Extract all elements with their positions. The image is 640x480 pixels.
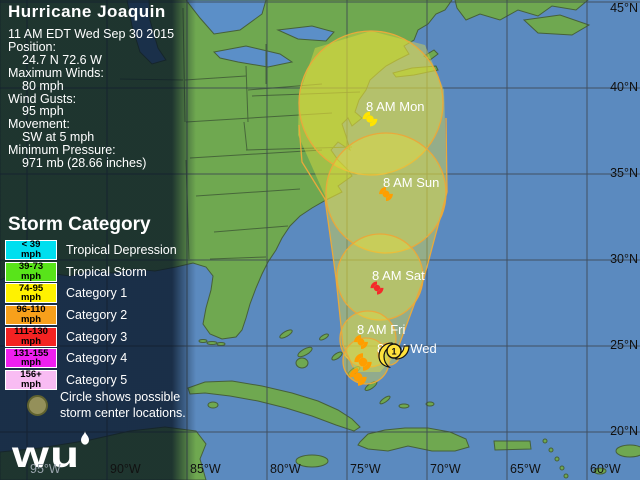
lake-ontario: [276, 25, 335, 42]
current-badge-number: 1: [391, 347, 396, 357]
legend-row: 39-73 mph Tropical Storm: [5, 262, 177, 282]
legend-row: 74-95 mph Category 1: [5, 282, 177, 304]
swatch-tropical-depression: < 39 mph: [5, 240, 57, 260]
weather-underground-logo: wu: [12, 431, 89, 473]
swatch-range: 96-110: [16, 304, 46, 316]
legend-note-line1: Circle shows possible: [60, 390, 181, 404]
swatch-unit: mph: [20, 314, 42, 326]
position-value: 24.7 N 72.6 W: [22, 52, 102, 67]
legend-label: Category 1: [66, 286, 128, 301]
label-8am-mon: 8 AM Mon: [366, 99, 425, 114]
legend-row: 111-130 mph Category 3: [5, 327, 177, 347]
hispaniola: [357, 427, 470, 452]
lesser-antilles: [542, 438, 640, 479]
legend-row: < 39 mph Tropical Depression: [5, 240, 177, 260]
lat-label-35n: 35°N: [610, 166, 638, 180]
lon-label-80w: 80°W: [270, 462, 301, 476]
legend-row: 96-110 mph Category 2: [5, 304, 177, 326]
legend-title: Storm Category: [8, 214, 151, 235]
nova-scotia: [522, 14, 591, 36]
label-8am-sat: 8 AM Sat: [372, 268, 425, 283]
current-badge-circle: [386, 343, 402, 359]
movement-value: SW at 5 mph: [22, 130, 95, 145]
lon-label-95w: 95°W: [30, 462, 61, 476]
storm-title: Hurricane Joaquin: [8, 2, 166, 21]
logo-text: wu: [12, 434, 81, 475]
swatch-unit: mph: [20, 357, 42, 369]
cone-circle-mon: [298, 30, 444, 176]
legend-label: Category 5: [66, 373, 128, 388]
swatch-tropical-storm: 39-73 mph: [5, 262, 57, 282]
cone-edge-right: [394, 117, 448, 357]
jamaica: [295, 454, 329, 468]
swatch-range: < 39: [21, 239, 41, 251]
min-pressure-value: 971 mb (28.66 inches): [22, 156, 147, 171]
puerto-rico: [493, 440, 532, 451]
lon-label-60w: 60°W: [590, 462, 621, 476]
legend-note-line2: storm center locations.: [60, 406, 186, 420]
lake-erie: [212, 45, 294, 68]
storm-info-panel: Hurricane Joaquin 11 AM EDT Wed Sep 30 2…: [8, 2, 190, 170]
cuba: [187, 380, 361, 432]
swatch-range: 39-73: [18, 260, 44, 272]
legend-row: 156+ mph Category 5: [5, 369, 177, 391]
isle-of-youth: [207, 401, 219, 409]
advisory-datetime: 11 AM EDT Wed Sep 30 2015: [8, 27, 175, 41]
lat-label-45n: 45°N: [610, 1, 638, 15]
cone-body: [298, 31, 447, 372]
lat-label-25n: 25°N: [610, 338, 638, 352]
legend-label: Category 4: [66, 351, 128, 366]
lon-label-75w: 75°W: [350, 462, 381, 476]
current-position-marker: 1: [378, 342, 410, 368]
storm-category-legend: < 39 mph Tropical Depression 39-73 mph Tro…: [5, 240, 177, 392]
lat-label-20n: 20°N: [610, 424, 638, 438]
new-brunswick: [454, 0, 589, 21]
swatch-category-3: 111-130 mph: [5, 327, 57, 347]
label-8am-sun: 8 AM Sun: [383, 175, 439, 190]
cone-edge-left: [298, 124, 354, 368]
legend-label: Category 2: [66, 308, 128, 323]
possible-location-circle-icon: [27, 394, 48, 416]
wind-gusts-label: Wind Gusts:: [8, 91, 77, 106]
legend-row: 131-155 mph Category 4: [5, 347, 177, 369]
swatch-category-1: 74-95 mph: [5, 282, 57, 304]
legend-note-text: Circle shows possible storm center locat…: [60, 389, 186, 421]
legend-label: Category 3: [66, 329, 128, 344]
lake-huron: [185, 0, 267, 35]
lat-label-30n: 30°N: [610, 252, 638, 266]
cone-circle-sat: [336, 233, 424, 321]
bahamas: [279, 329, 435, 409]
cyclone-tail-icon: [378, 342, 396, 368]
lon-label-90w: 90°W: [110, 462, 141, 476]
swatch-range: 131-155: [13, 347, 49, 359]
swatch-unit: mph: [20, 379, 42, 391]
lon-label-65w: 65°W: [510, 462, 541, 476]
swatch-unit: mph: [20, 335, 42, 347]
legend-note: Circle shows possible storm center locat…: [5, 389, 186, 421]
swatch-category-4: 131-155 mph: [5, 347, 57, 369]
max-winds-label: Maximum Winds:: [8, 65, 104, 80]
swatch-unit: mph: [20, 270, 42, 282]
min-pressure-label: Minimum Pressure:: [8, 143, 116, 158]
swatch-unit: mph: [20, 249, 42, 260]
flame-icon: [81, 431, 89, 445]
lon-label-70w: 70°W: [430, 462, 461, 476]
swatch-category-5: 156+ mph: [5, 369, 57, 391]
position-label: Position:: [8, 39, 56, 54]
legend-label: Tropical Storm: [66, 264, 147, 279]
swatch-range: 156+: [20, 369, 42, 381]
swatch-unit: mph: [20, 292, 42, 304]
max-winds-value: 80 mph: [22, 78, 64, 93]
swatch-category-2: 96-110 mph: [5, 304, 57, 326]
movement-label: Movement:: [8, 117, 70, 132]
wind-gusts-value: 95 mph: [22, 104, 64, 119]
lon-label-85w: 85°W: [190, 462, 221, 476]
lat-label-40n: 40°N: [610, 80, 638, 94]
label-8am-fri: 8 AM Fri: [357, 322, 406, 337]
legend-label: Tropical Depression: [66, 243, 177, 257]
swatch-range: 74-95: [18, 282, 44, 294]
swatch-range: 111-130: [14, 325, 48, 337]
